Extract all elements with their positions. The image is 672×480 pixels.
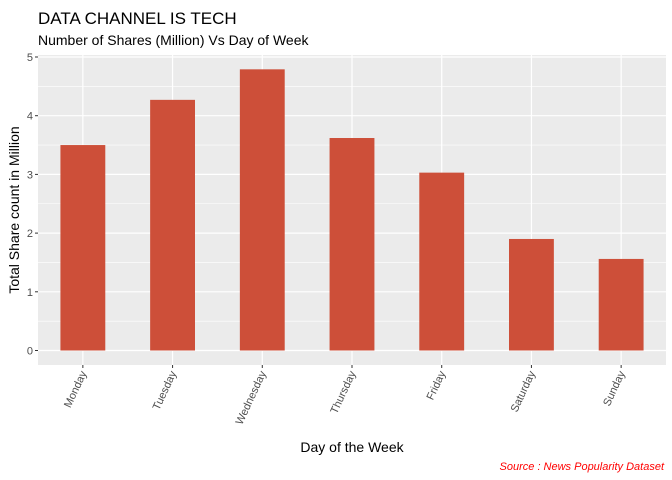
chart-subtitle: Number of Shares (Million) Vs Day of Wee… (38, 32, 309, 48)
y-tick-label: 4 (27, 111, 33, 123)
x-axis-ticks: Monday Tuesday Wednesday Thursday Friday Satu… (62, 365, 628, 427)
x-tick-label: Wednesday (234, 369, 270, 427)
bar-wednesday (239, 69, 285, 351)
bar-monday (60, 145, 106, 351)
x-tick-label: Tuesday (151, 369, 180, 412)
x-axis-title: Day of the Week (300, 439, 404, 455)
y-tick-label: 5 (27, 52, 33, 64)
bar-thursday (329, 138, 375, 351)
x-tick-label: Saturday (509, 369, 539, 414)
chart-title: DATA CHANNEL IS TECH (38, 9, 237, 28)
x-tick-label: Monday (62, 369, 90, 410)
y-axis-title: Total Share count in Million (6, 126, 22, 293)
x-tick-label: Friday (425, 369, 449, 402)
y-axis-ticks: 0 1 2 3 4 5 (27, 52, 38, 358)
x-tick-label: Thursday (328, 369, 358, 416)
source-caption: Source : News Popularity Dataset (500, 461, 665, 473)
x-tick-label: Sunday (601, 369, 628, 408)
y-tick-label: 0 (27, 346, 33, 358)
bars (60, 69, 644, 351)
bar-tuesday (150, 99, 195, 351)
y-tick-label: 2 (27, 228, 33, 240)
y-tick-label: 3 (27, 169, 33, 181)
bar-friday (419, 172, 465, 351)
bar-saturday (509, 238, 554, 351)
y-tick-label: 1 (27, 287, 33, 299)
bar-sunday (598, 258, 644, 351)
